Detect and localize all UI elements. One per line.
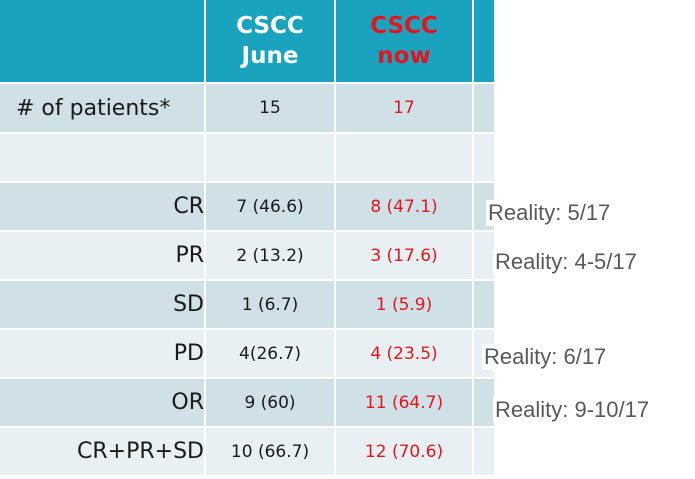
now-value: 1 (5.9) (335, 280, 474, 330)
now-value: 17 (335, 83, 474, 134)
table-row-cr: CR 7 (46.6) 8 (47.1) (0, 182, 496, 232)
row-label (0, 133, 206, 183)
header-cscc-june-line2: June (241, 43, 299, 69)
table-row-sd: SD 1 (6.7) 1 (5.9) (0, 280, 496, 330)
june-value: 4(26.7) (205, 329, 336, 379)
now-value (335, 133, 474, 183)
table-row-or: OR 9 (60) 11 (64.7) (0, 378, 496, 428)
table-row-patients: # of patients* 15 17 (0, 83, 496, 134)
now-value: 4 (23.5) (335, 329, 474, 379)
table-row-cr-pr-sd: CR+PR+SD 10 (66.7) 12 (70.6) (0, 427, 496, 477)
june-value: 10 (66.7) (205, 427, 336, 477)
reality-note-pr: Reality: 4-5/17 (493, 249, 639, 275)
june-value: 9 (60) (205, 378, 336, 428)
june-value: 2 (13.2) (205, 231, 336, 281)
table-row-pd: PD 4(26.7) 4 (23.5) (0, 329, 496, 379)
row-label: # of patients* (0, 83, 206, 134)
extra-cell (473, 231, 496, 281)
header-cscc-now-line2: now (377, 43, 431, 69)
extra-cell (473, 378, 496, 428)
extra-cell (473, 280, 496, 330)
reality-note-cr: Reality: 5/17 (486, 200, 613, 226)
header-cscc-now-line1: CSCC (370, 13, 438, 39)
june-value (205, 133, 336, 183)
reality-note-or: Reality: 9-10/17 (493, 397, 652, 423)
reality-note-pd: Reality: 6/17 (482, 344, 609, 370)
june-value: 7 (46.6) (205, 182, 336, 232)
extra-cell (473, 427, 496, 477)
header-cscc-now: CSCC now (335, 0, 474, 84)
now-value: 11 (64.7) (335, 378, 474, 428)
row-label: SD (0, 280, 206, 330)
now-value: 3 (17.6) (335, 231, 474, 281)
header-cscc-june-line1: CSCC (236, 13, 304, 39)
header-empty-cell (0, 0, 206, 84)
header-extra-cell (473, 0, 496, 84)
now-value: 12 (70.6) (335, 427, 474, 477)
header-cscc-june: CSCC June (205, 0, 336, 84)
table-row-pr: PR 2 (13.2) 3 (17.6) (0, 231, 496, 281)
now-value: 8 (47.1) (335, 182, 474, 232)
table-row-blank (0, 133, 496, 183)
results-table: CSCC June CSCC now # of patients* 15 17 … (0, 0, 496, 477)
june-value: 15 (205, 83, 336, 134)
row-label: OR (0, 378, 206, 428)
row-label: PR (0, 231, 206, 281)
extra-cell (473, 83, 496, 134)
june-value: 1 (6.7) (205, 280, 336, 330)
row-label: CR (0, 182, 206, 232)
table-header-row: CSCC June CSCC now (0, 0, 496, 84)
row-label: CR+PR+SD (0, 427, 206, 477)
extra-cell (473, 133, 496, 183)
row-label: PD (0, 329, 206, 379)
